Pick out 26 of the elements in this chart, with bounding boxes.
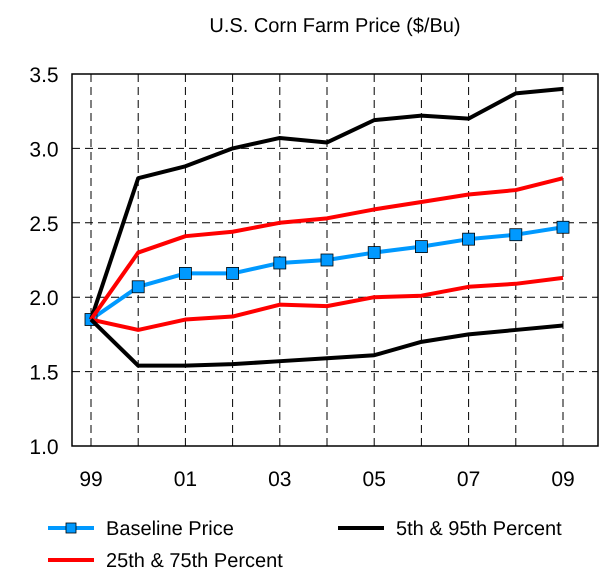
x-tick-label: 07 <box>456 468 480 491</box>
legend-label: Baseline Price <box>106 518 234 540</box>
point <box>320 254 334 266</box>
y-tick-label: 2.0 <box>29 287 59 310</box>
y-tick-label: 1.0 <box>29 436 59 459</box>
x-tick-label: 05 <box>362 468 386 491</box>
point <box>462 232 475 246</box>
x-tick-label: 99 <box>79 468 103 491</box>
y-tick-label: 3.5 <box>29 64 59 87</box>
point <box>509 228 522 242</box>
point <box>556 220 570 234</box>
point <box>273 256 286 270</box>
point <box>132 280 145 294</box>
x-tick-label: 01 <box>174 468 198 491</box>
x-tick-label: 09 <box>551 468 575 491</box>
point <box>226 266 239 280</box>
point <box>179 266 192 280</box>
x-tick-label: 03 <box>268 468 292 491</box>
y-tick-label: 1.5 <box>29 362 59 385</box>
chart-title: U.S. Corn Farm Price ($/Bu) <box>209 15 461 37</box>
point <box>415 240 428 254</box>
legend-label: 25th & 75th Percent <box>106 550 284 571</box>
point <box>368 246 381 259</box>
y-tick-label: 2.5 <box>29 212 59 236</box>
legend-label: 5th & 95th Percent <box>396 518 562 540</box>
y-tick-label: 3.0 <box>29 138 59 162</box>
